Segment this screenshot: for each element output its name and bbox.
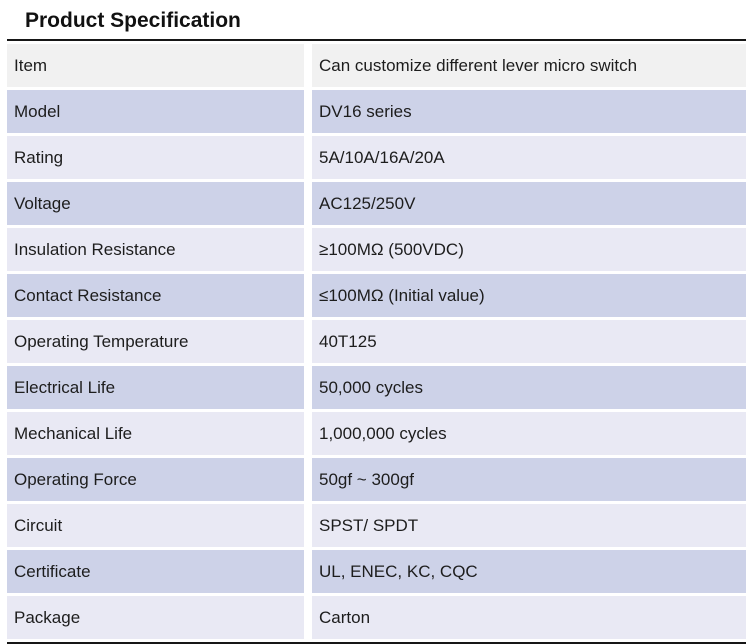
spec-value: 5A/10A/16A/20A (312, 136, 746, 179)
spec-label: Voltage (7, 182, 304, 225)
spec-value: SPST/ SPDT (312, 504, 746, 547)
spec-label: Package (7, 596, 304, 639)
spec-label: Rating (7, 136, 304, 179)
spec-label: Mechanical Life (7, 412, 304, 455)
spec-value: 50gf ~ 300gf (312, 458, 746, 501)
table-row: Circuit SPST/ SPDT (7, 504, 746, 547)
table-row: Mechanical Life 1,000,000 cycles (7, 412, 746, 455)
table-row: Voltage AC125/250V (7, 182, 746, 225)
table-row: Model DV16 series (7, 90, 746, 133)
table-row: Contact Resistance ≤100MΩ (Initial value… (7, 274, 746, 317)
spec-value: DV16 series (312, 90, 746, 133)
spec-label: Item (7, 44, 304, 87)
table-row: Certificate UL, ENEC, KC, CQC (7, 550, 746, 593)
spec-label: Insulation Resistance (7, 228, 304, 271)
spec-value: 50,000 cycles (312, 366, 746, 409)
table-row: Operating Temperature 40T125 (7, 320, 746, 363)
spec-label: Model (7, 90, 304, 133)
spec-value: Can customize different lever micro swit… (312, 44, 746, 87)
spec-label: Contact Resistance (7, 274, 304, 317)
spec-value: UL, ENEC, KC, CQC (312, 550, 746, 593)
spec-label: Electrical Life (7, 366, 304, 409)
spec-value: AC125/250V (312, 182, 746, 225)
spec-value: Carton (312, 596, 746, 639)
spec-table: Item Can customize different lever micro… (7, 39, 746, 644)
spec-value: 1,000,000 cycles (312, 412, 746, 455)
spec-label: Operating Temperature (7, 320, 304, 363)
table-row: Package Carton (7, 596, 746, 639)
table-row: Operating Force 50gf ~ 300gf (7, 458, 746, 501)
spec-label: Circuit (7, 504, 304, 547)
table-row: Electrical Life 50,000 cycles (7, 366, 746, 409)
spec-value: ≥100MΩ (500VDC) (312, 228, 746, 271)
spec-value: 40T125 (312, 320, 746, 363)
page-title: Product Specification (25, 9, 241, 32)
spec-value: ≤100MΩ (Initial value) (312, 274, 746, 317)
table-row: Item Can customize different lever micro… (7, 44, 746, 87)
spec-label: Certificate (7, 550, 304, 593)
table-row: Rating 5A/10A/16A/20A (7, 136, 746, 179)
table-row: Insulation Resistance ≥100MΩ (500VDC) (7, 228, 746, 271)
spec-label: Operating Force (7, 458, 304, 501)
